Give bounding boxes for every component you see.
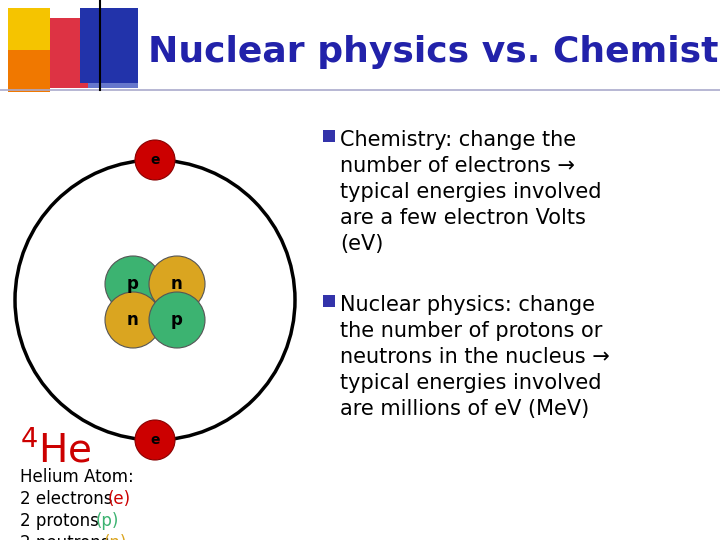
Bar xyxy=(323,130,335,142)
Text: 2 neutrons: 2 neutrons xyxy=(20,534,114,540)
Text: 2 protons: 2 protons xyxy=(20,512,104,530)
Text: Helium Atom:: Helium Atom: xyxy=(20,468,134,486)
Text: (p): (p) xyxy=(96,512,120,530)
Text: are millions of eV (MeV): are millions of eV (MeV) xyxy=(340,399,589,419)
Text: p: p xyxy=(171,311,183,329)
Text: p: p xyxy=(127,275,139,293)
Circle shape xyxy=(149,292,205,348)
Circle shape xyxy=(149,256,205,312)
Text: number of electrons →: number of electrons → xyxy=(340,156,575,176)
Bar xyxy=(80,58,138,88)
Text: typical energies involved: typical energies involved xyxy=(340,182,601,202)
Text: Chemistry: change the: Chemistry: change the xyxy=(340,130,576,150)
Text: Nuclear physics: change: Nuclear physics: change xyxy=(340,295,595,315)
Text: $^4$He: $^4$He xyxy=(20,430,92,469)
Circle shape xyxy=(105,256,161,312)
Bar xyxy=(8,8,50,50)
Text: the number of protons or: the number of protons or xyxy=(340,321,603,341)
Text: n: n xyxy=(127,311,139,329)
Text: (n): (n) xyxy=(104,534,127,540)
Text: e: e xyxy=(150,433,160,447)
Text: are a few electron Volts: are a few electron Volts xyxy=(340,208,586,228)
Bar xyxy=(323,295,335,307)
Circle shape xyxy=(105,292,161,348)
Text: neutrons in the nucleus →: neutrons in the nucleus → xyxy=(340,347,610,367)
Circle shape xyxy=(135,420,175,460)
Text: typical energies involved: typical energies involved xyxy=(340,373,601,393)
Text: (e): (e) xyxy=(108,490,131,508)
Text: n: n xyxy=(171,275,183,293)
Bar xyxy=(42,18,88,88)
Circle shape xyxy=(135,140,175,180)
Text: e: e xyxy=(150,153,160,167)
Text: Nuclear physics vs. Chemistry: Nuclear physics vs. Chemistry xyxy=(148,35,720,69)
Bar xyxy=(8,50,50,92)
Text: (eV): (eV) xyxy=(340,234,383,254)
Bar xyxy=(80,8,138,83)
Text: 2 electrons: 2 electrons xyxy=(20,490,118,508)
